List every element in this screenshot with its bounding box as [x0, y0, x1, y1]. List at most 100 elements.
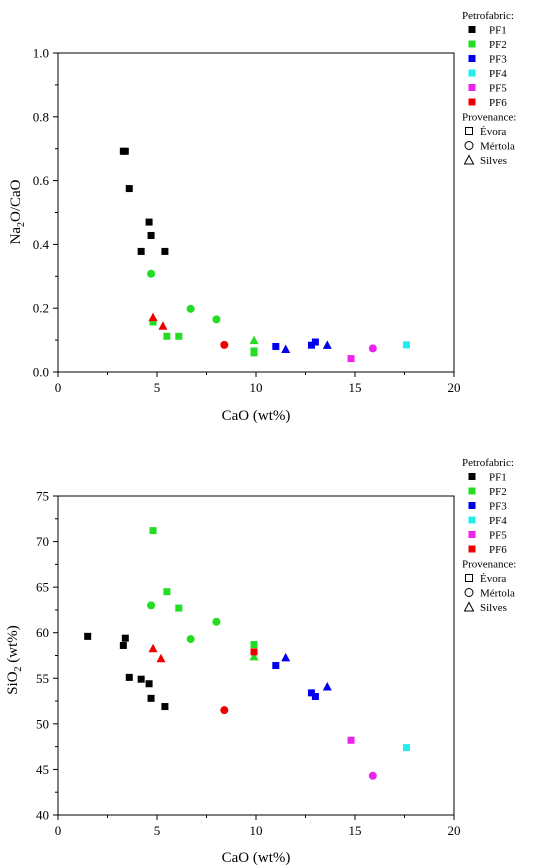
legend-marker-pf5: [468, 531, 476, 538]
data-point-pf1: [121, 634, 129, 642]
legend-label-pf5: PF5: [489, 83, 507, 95]
scatter-points: [119, 147, 410, 363]
data-point-pf2: [147, 601, 156, 610]
data-point-pf4: [402, 744, 410, 752]
data-point-pf5: [368, 344, 377, 353]
legend-label-provenance: Mértola: [480, 588, 515, 600]
data-point-pf2: [175, 604, 183, 612]
y-tick-label: 0.0: [33, 365, 49, 380]
y-tick-label: 0.8: [33, 109, 49, 124]
data-point-pf2: [250, 641, 258, 649]
legend-marker-pf2: [468, 40, 476, 48]
data-point-pf2: [149, 527, 157, 535]
legend-petrofabric-title: Petrofabric:: [462, 10, 514, 22]
legend: Petrofabric: PF1 PF2 PF3 PF4 PF5 PF6 Provenance…: [462, 10, 516, 167]
x-axis-title: CaO (wt%): [222, 850, 291, 866]
legend-marker-pf4: [468, 69, 476, 77]
data-point-pf1: [161, 247, 169, 255]
legend-label-provenance: Silves: [480, 602, 507, 614]
y-tick-label: 60: [36, 625, 49, 640]
x-tick-label: 10: [250, 823, 263, 838]
x-tick-label: 15: [349, 380, 362, 395]
legend-marker-square: [465, 574, 473, 582]
data-point-pf3: [272, 662, 280, 670]
y-tick-label: 1.0: [33, 46, 49, 61]
data-point-pf2: [186, 635, 195, 644]
legend-label-pf4: PF4: [489, 68, 507, 80]
data-point-pf2: [212, 315, 221, 324]
legend-petrofabric-title: Petrofabric:: [462, 457, 514, 469]
data-point-pf6: [156, 653, 166, 663]
data-point-pf1: [137, 247, 145, 255]
y-axis-title: SiO2 (wt%): [5, 625, 24, 695]
data-point-pf1: [121, 147, 129, 155]
legend-label-provenance: Mértola: [480, 141, 515, 153]
legend-label-pf3: PF3: [489, 54, 507, 66]
data-point-pf3: [307, 689, 315, 697]
legend-marker-pf1: [468, 26, 476, 33]
legend-label-pf2: PF2: [489, 486, 507, 498]
legend-marker-pf3: [468, 55, 476, 62]
data-point-pf2: [163, 588, 171, 596]
legend-marker-square: [465, 127, 473, 135]
data-point-pf3: [272, 342, 280, 350]
chart-na2o-cao-vs-cao: 0 5 10 15 20 0.0 0.2 0.4 0.6 0.8 1.0 CaO (wt%) Na…: [8, 10, 516, 424]
data-point-pf4: [402, 341, 410, 349]
y-tick-label: 0.2: [33, 301, 49, 316]
data-point-pf3: [322, 340, 332, 349]
data-point-pf2: [175, 332, 183, 340]
legend-label-pf1: PF1: [489, 25, 507, 37]
data-point-pf3: [311, 693, 319, 701]
data-point-pf1: [119, 641, 127, 649]
y-tick-label: 70: [36, 534, 49, 549]
legend-marker-pf6: [468, 98, 476, 106]
data-point-pf1: [145, 218, 153, 226]
data-point-pf3: [322, 681, 332, 691]
data-point-pf2: [212, 617, 221, 626]
data-point-pf6: [158, 321, 168, 330]
data-point-pf1: [147, 694, 155, 702]
legend-marker-pf6: [468, 545, 476, 553]
x-tick-label: 20: [448, 823, 461, 838]
x-tick-label: 5: [154, 380, 161, 395]
y-tick-label: 0.4: [33, 237, 50, 252]
legend-label-provenance: Évora: [480, 126, 506, 138]
data-point-pf1: [161, 703, 169, 711]
legend-label-pf1: PF1: [489, 472, 507, 484]
y-axis-title: Na2O/CaO: [8, 179, 27, 244]
y-tick-label: 40: [36, 808, 49, 823]
legend: Petrofabric: PF1 PF2 PF3 PF4 PF5 PF6 Provenance…: [462, 457, 516, 614]
legend-label-pf5: PF5: [489, 530, 507, 542]
legend-label-pf2: PF2: [489, 39, 507, 51]
legend-label-pf3: PF3: [489, 501, 507, 513]
legend-marker-triangle: [463, 154, 475, 165]
y-tick-label: 50: [36, 716, 49, 731]
x-tick-label: 5: [154, 823, 161, 838]
y-tick-label: 55: [36, 671, 49, 686]
legend-marker-pf3: [468, 502, 476, 509]
data-point-pf3: [307, 341, 315, 349]
legend-label-pf6: PF6: [489, 97, 507, 109]
data-point-pf2: [186, 304, 195, 313]
legend-marker-triangle: [463, 601, 475, 612]
data-point-pf1: [125, 673, 133, 681]
data-point-pf2: [149, 318, 157, 326]
legend-provenance-title: Provenance:: [462, 112, 516, 124]
y-axis-ticks: 0.0 0.2 0.4 0.6 0.8 1.0: [33, 46, 58, 380]
data-point-pf6: [220, 340, 229, 349]
data-point-pf2: [147, 269, 156, 278]
data-point-pf5: [347, 736, 355, 744]
data-point-pf2: [163, 332, 171, 340]
x-tick-label: 10: [250, 380, 263, 395]
y-tick-label: 65: [36, 580, 49, 595]
x-tick-label: 0: [55, 380, 62, 395]
data-point-pf1: [84, 632, 92, 640]
legend-marker-pf4: [468, 516, 476, 524]
data-point-pf6: [220, 706, 229, 715]
data-point-pf6: [250, 648, 258, 656]
data-point-pf5: [347, 355, 355, 363]
x-tick-label: 0: [55, 823, 62, 838]
x-axis-ticks: 0 5 10 15 20: [55, 372, 461, 395]
data-point-pf1: [137, 675, 145, 683]
data-point-pf2: [249, 651, 259, 661]
